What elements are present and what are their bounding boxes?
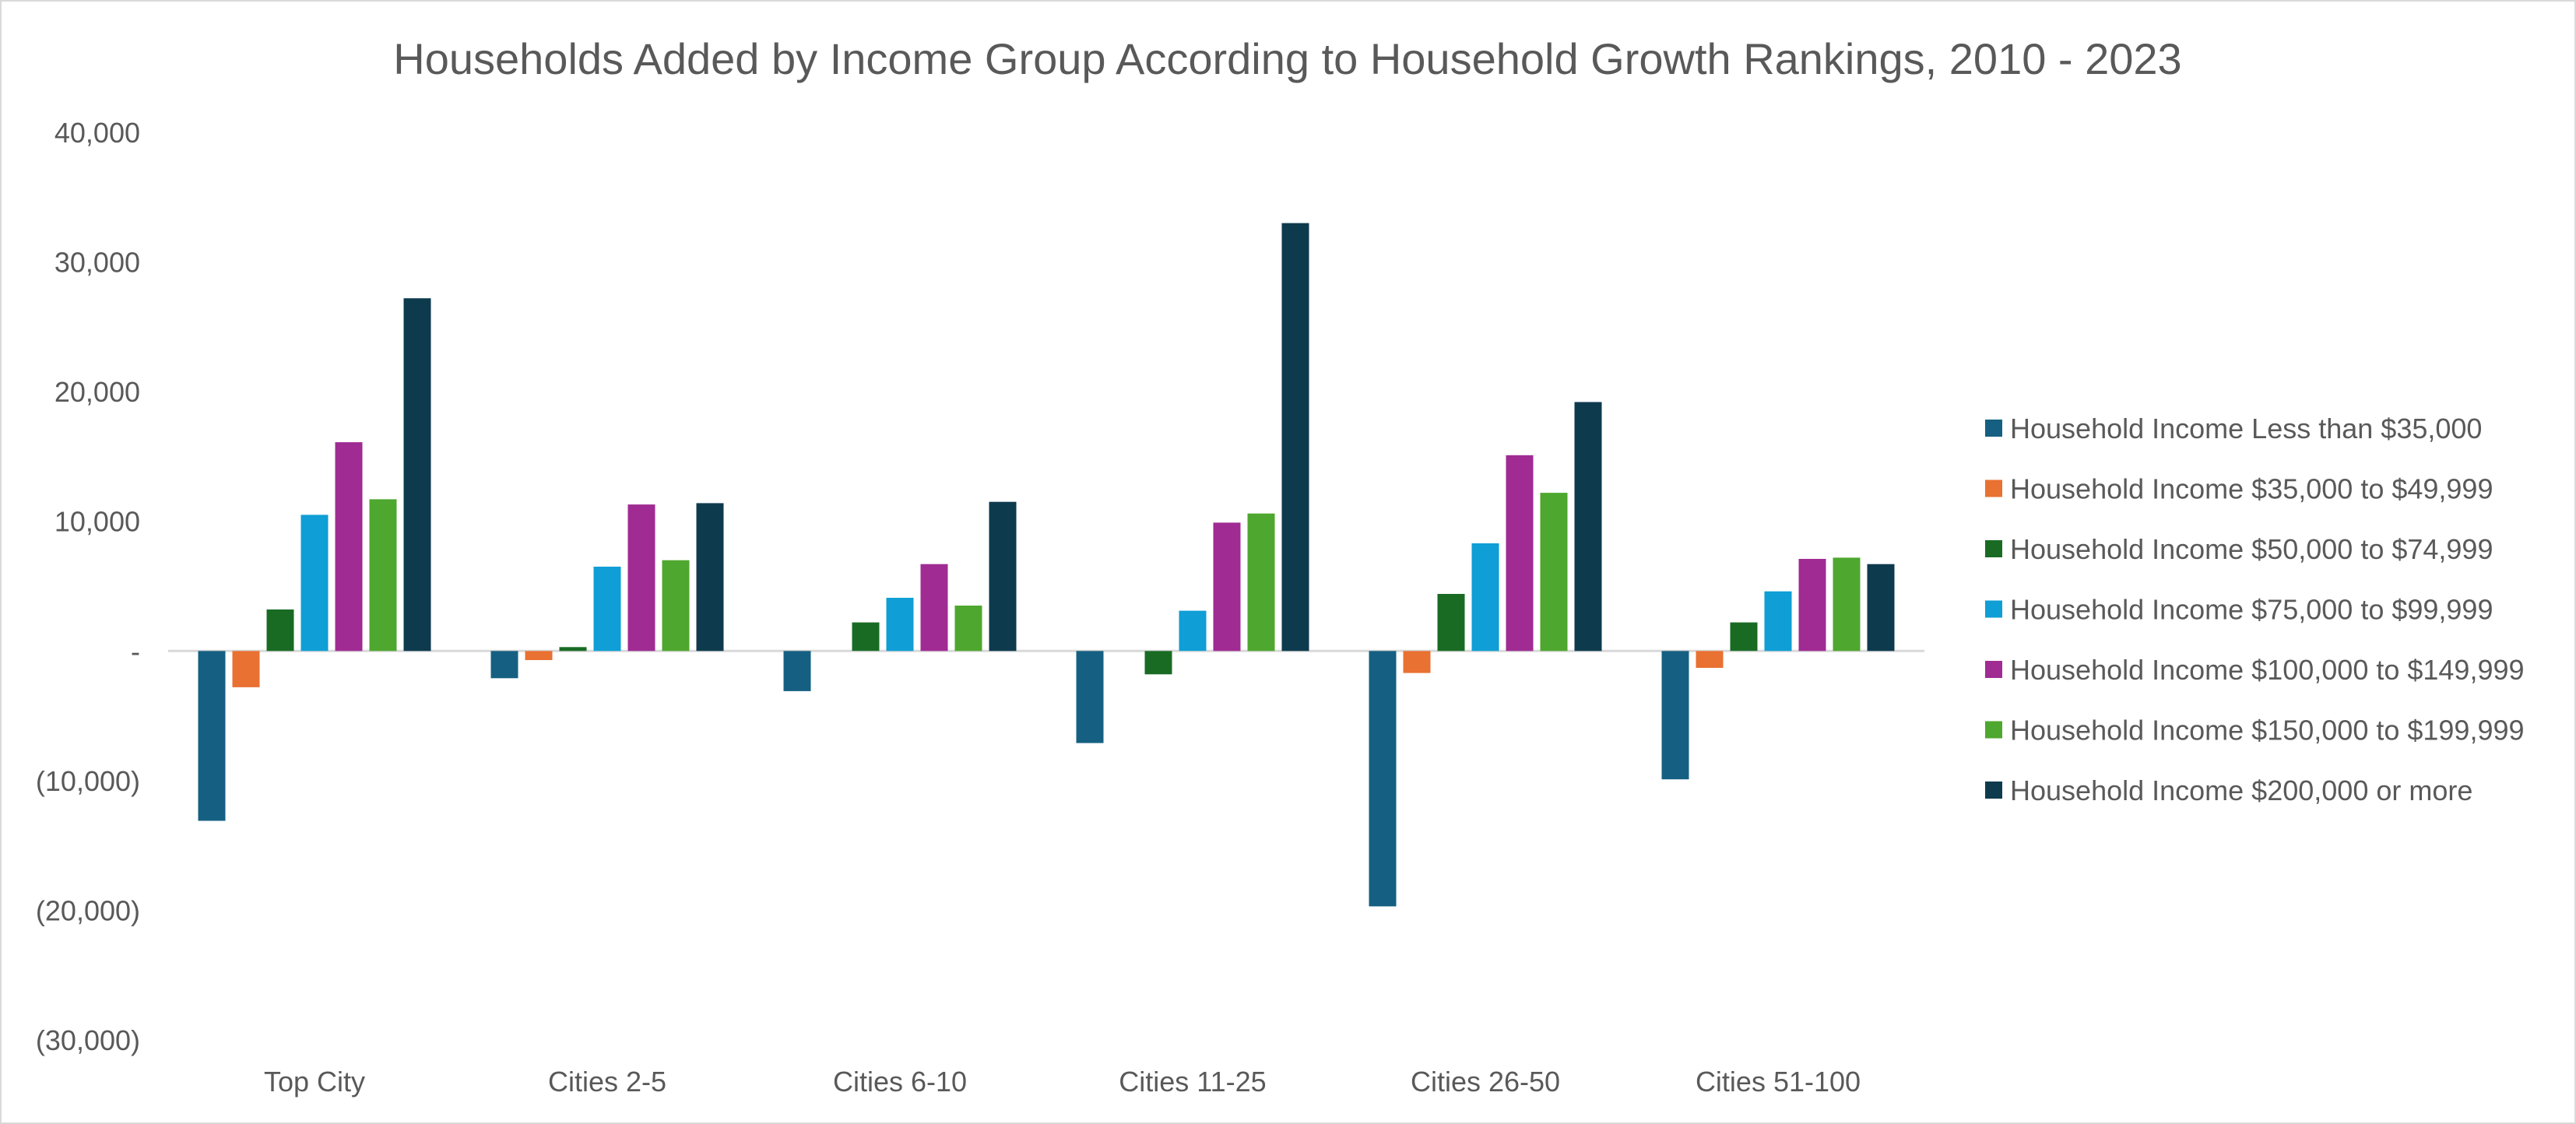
category-label: Cities 51-100 xyxy=(1696,1066,1861,1098)
bar xyxy=(852,622,880,652)
bar xyxy=(335,442,363,652)
bar xyxy=(232,651,260,687)
bar xyxy=(525,651,553,660)
bar xyxy=(1369,651,1397,907)
y-tick-label: 30,000 xyxy=(54,247,140,279)
bar xyxy=(1179,610,1207,652)
bar xyxy=(266,609,294,652)
bar xyxy=(559,647,587,652)
bar xyxy=(300,515,329,652)
legend-swatch xyxy=(1985,600,2002,618)
legend-swatch xyxy=(1985,782,2002,799)
y-axis-labels: 40,000 30,000 20,000 10,000 - (10,000) (20,000… xyxy=(36,117,140,1056)
bar xyxy=(954,606,982,652)
bar xyxy=(1471,543,1499,652)
bar xyxy=(1661,651,1689,780)
legend-swatch xyxy=(1985,479,2002,497)
legend: Household Income Less than $35,000 Househ… xyxy=(1985,413,2525,806)
category-label: Top City xyxy=(264,1066,365,1098)
bar xyxy=(1764,591,1792,652)
bar xyxy=(1730,622,1758,652)
legend-label: Household Income $150,000 to $199,999 xyxy=(2010,715,2525,746)
legend-label: Household Income $100,000 to $149,999 xyxy=(2010,654,2525,686)
y-tick-label: (10,000) xyxy=(36,765,140,797)
bar xyxy=(627,504,655,652)
legend-label: Household Income Less than $35,000 xyxy=(2010,413,2482,444)
category-labels: Top City Cities 2-5 Cities 6-10 Cities 11-2… xyxy=(264,1066,1861,1098)
category-label: Cities 6-10 xyxy=(833,1066,967,1098)
bar xyxy=(1144,651,1172,675)
legend-swatch xyxy=(1985,661,2002,678)
bars xyxy=(198,223,1895,907)
bar xyxy=(1281,223,1309,652)
category-label: Cities 11-25 xyxy=(1119,1066,1266,1098)
legend-label: Household Income $35,000 to $49,999 xyxy=(2010,473,2493,505)
bar xyxy=(490,651,518,679)
bar xyxy=(593,567,621,652)
bar xyxy=(662,560,690,652)
y-tick-label: (30,000) xyxy=(36,1024,140,1056)
bar xyxy=(1833,557,1861,652)
bar xyxy=(1247,513,1275,652)
bar xyxy=(1867,564,1895,652)
bar xyxy=(403,298,431,652)
bar xyxy=(989,501,1017,652)
bar xyxy=(1696,651,1724,668)
bar xyxy=(1574,402,1602,652)
legend-label: Household Income $200,000 or more xyxy=(2010,775,2472,806)
bar xyxy=(783,651,811,691)
y-tick-label: 10,000 xyxy=(54,506,140,538)
legend-swatch xyxy=(1985,721,2002,739)
y-tick-label: - xyxy=(131,635,140,667)
bar xyxy=(198,651,226,821)
bar xyxy=(1437,594,1465,652)
bar xyxy=(920,564,948,652)
y-tick-label: 20,000 xyxy=(54,376,140,408)
y-tick-label: 40,000 xyxy=(54,117,140,149)
bar xyxy=(1506,455,1534,652)
category-label: Cities 26-50 xyxy=(1411,1066,1560,1098)
bar xyxy=(369,499,397,652)
bar xyxy=(1213,522,1241,652)
chart-title: Households Added by Income Group Accordi… xyxy=(393,34,2181,83)
legend-swatch xyxy=(1985,540,2002,557)
bar xyxy=(1540,493,1568,652)
bar xyxy=(696,503,724,652)
legend-label: Household Income $50,000 to $74,999 xyxy=(2010,533,2493,565)
bar xyxy=(886,598,914,652)
bar xyxy=(1403,651,1431,673)
legend-label: Household Income $75,000 to $99,999 xyxy=(2010,594,2493,626)
legend-swatch xyxy=(1985,420,2002,437)
bar xyxy=(1798,559,1826,652)
bar xyxy=(1076,651,1104,743)
category-label: Cities 2-5 xyxy=(548,1066,666,1098)
y-tick-label: (20,000) xyxy=(36,894,140,926)
